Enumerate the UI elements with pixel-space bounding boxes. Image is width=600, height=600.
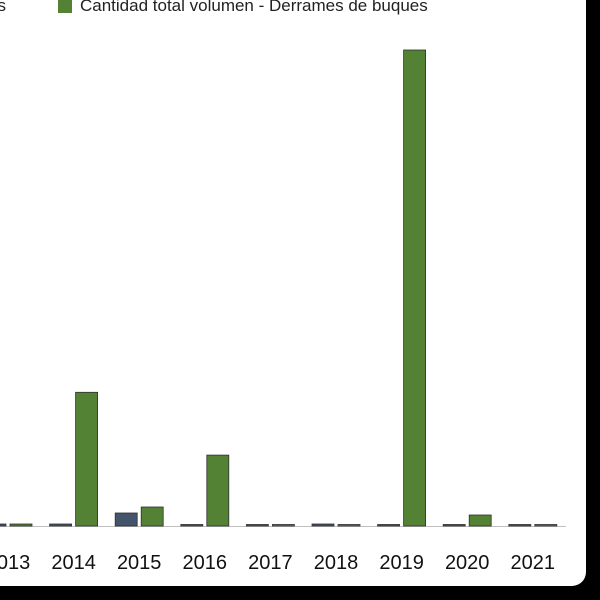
legend-label-1: ques [0,0,6,15]
bar-volumen-2017 [271,524,295,527]
x-tick-label: 2021 [511,552,556,574]
legend-item-1: ques [0,0,6,16]
bar-volumen-2015 [140,506,164,527]
bar-derrames-2016 [180,524,204,527]
x-tick-label: 2020 [445,552,490,574]
x-tick-label: 2017 [248,552,293,574]
bar-derrames-2019 [377,524,401,527]
bar-derrames-2020 [442,524,466,527]
bar-volumen-2021 [534,524,558,527]
legend-item-2: Cantidad total volumen - Derrames de buq… [58,0,428,16]
x-tick-label: 2013 [0,552,30,574]
legend-swatch-2 [58,0,72,13]
bar-derrames-2013 [0,523,7,527]
bar-derrames-2021 [508,524,532,527]
bar-volumen-2014 [75,391,98,527]
x-tick-label: 2019 [379,552,424,574]
bar-derrames-2017 [245,524,269,527]
bar-volumen-2013 [9,523,33,527]
bar-volumen-2020 [468,514,492,527]
x-tick-label: 2016 [183,552,228,574]
bar-chart: 2013 2014 2015 2016 2017 2018 2019 2020 2021 [0,49,566,574]
bar-derrames-2018 [311,523,335,527]
bar-volumen-2018 [337,524,361,527]
bar-derrames-2014 [49,523,72,527]
bar-derrames-2015 [114,512,138,527]
x-tick-label: 2015 [117,552,162,574]
x-tick-label: 2014 [51,552,96,574]
x-tick-label: 2018 [314,552,359,574]
bar-volumen-2016 [206,454,230,527]
bar-volumen-2019 [403,49,427,527]
chart-card: ques Cantidad total volumen - Derrames d… [0,0,586,586]
legend-label-2: Cantidad total volumen - Derrames de buq… [80,0,428,15]
